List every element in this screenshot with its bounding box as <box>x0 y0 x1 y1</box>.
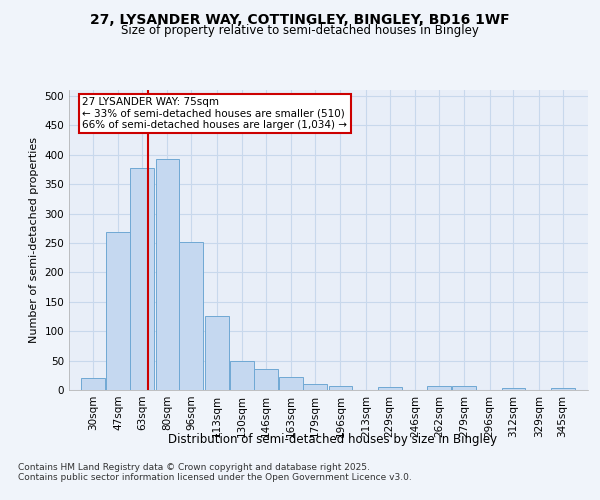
Bar <box>502 388 526 390</box>
Bar <box>254 370 278 390</box>
Text: Size of property relative to semi-detached houses in Bingley: Size of property relative to semi-detach… <box>121 24 479 37</box>
Text: Distribution of semi-detached houses by size in Bingley: Distribution of semi-detached houses by … <box>169 432 497 446</box>
Text: Contains HM Land Registry data © Crown copyright and database right 2025.: Contains HM Land Registry data © Crown c… <box>18 464 370 472</box>
Bar <box>155 159 179 390</box>
Text: Contains public sector information licensed under the Open Government Licence v3: Contains public sector information licen… <box>18 474 412 482</box>
Bar <box>427 386 451 390</box>
Bar <box>303 384 327 390</box>
Bar <box>279 377 303 390</box>
Bar <box>130 168 154 390</box>
Text: 27, LYSANDER WAY, COTTINGLEY, BINGLEY, BD16 1WF: 27, LYSANDER WAY, COTTINGLEY, BINGLEY, B… <box>90 12 510 26</box>
Bar <box>179 242 203 390</box>
Bar <box>205 316 229 390</box>
Bar <box>230 360 254 390</box>
Bar <box>81 378 105 390</box>
Bar <box>106 232 130 390</box>
Bar <box>378 387 401 390</box>
Bar <box>551 388 575 390</box>
Bar <box>452 386 476 390</box>
Text: 27 LYSANDER WAY: 75sqm
← 33% of semi-detached houses are smaller (510)
66% of se: 27 LYSANDER WAY: 75sqm ← 33% of semi-det… <box>82 97 347 130</box>
Bar <box>329 386 352 390</box>
Y-axis label: Number of semi-detached properties: Number of semi-detached properties <box>29 137 39 343</box>
